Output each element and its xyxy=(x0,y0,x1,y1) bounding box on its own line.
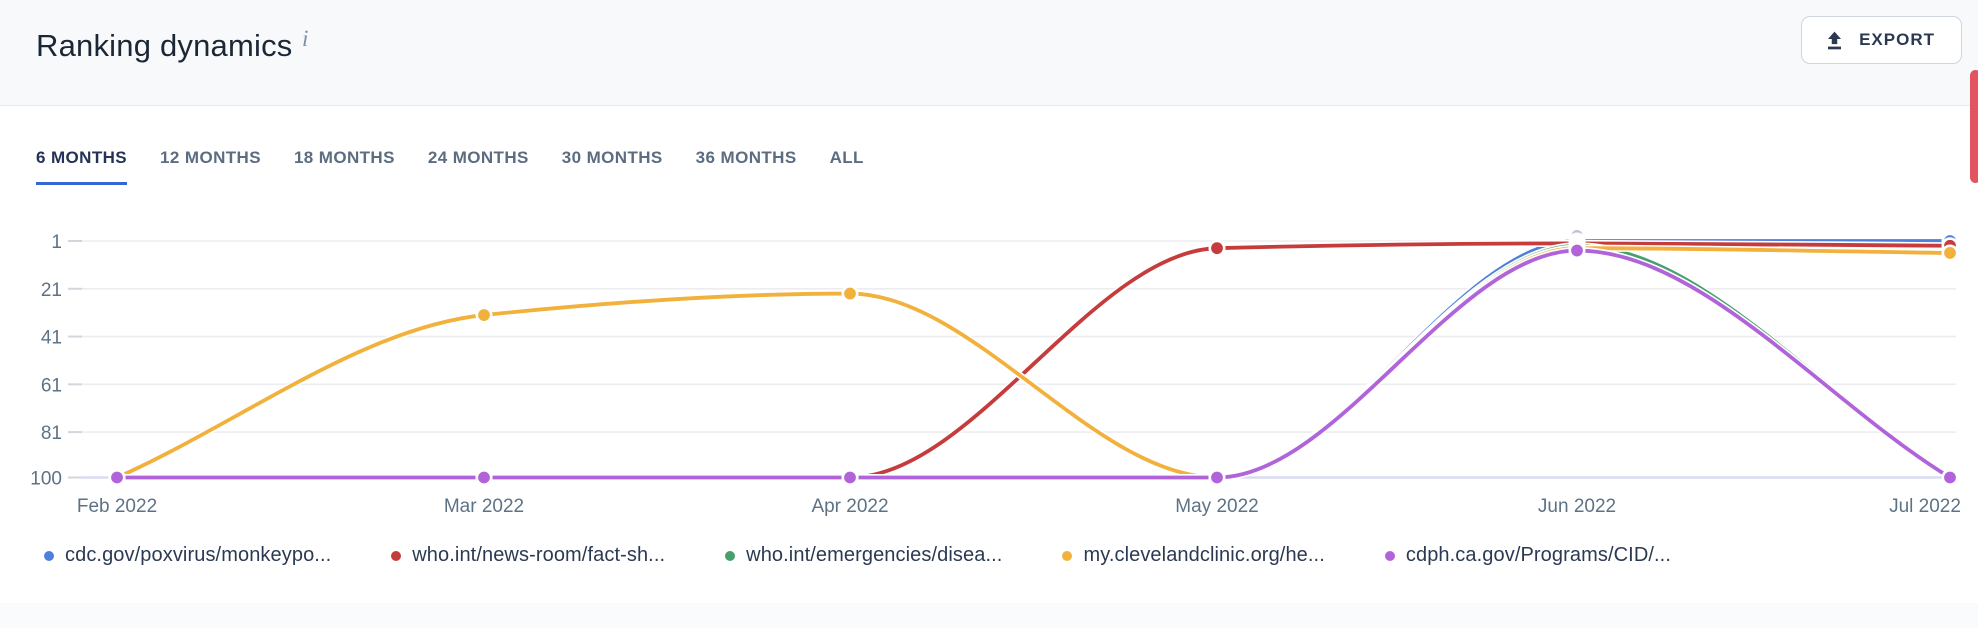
legend-dot xyxy=(1062,550,1073,561)
info-icon[interactable]: i xyxy=(302,26,309,51)
upload-arrow-icon xyxy=(1824,30,1845,51)
legend-label: who.int/emergencies/disea... xyxy=(746,544,1003,566)
period-tabs: 6 MONTHS 12 MONTHS 18 MONTHS 24 MONTHS 3… xyxy=(36,147,864,185)
legend-item[interactable]: my.clevelandclinic.org/he... xyxy=(1062,544,1325,567)
tab-36-months[interactable]: 36 MONTHS xyxy=(696,147,797,185)
export-button-label: EXPORT xyxy=(1859,30,1935,49)
tab-6-months[interactable]: 6 MONTHS xyxy=(36,147,128,185)
data-point[interactable] xyxy=(1941,244,1959,262)
tab-18-months[interactable]: 18 MONTHS xyxy=(294,147,395,185)
data-point[interactable] xyxy=(1208,239,1226,257)
x-axis-label: May 2022 xyxy=(1175,496,1258,517)
scrollbar-thumb[interactable] xyxy=(1970,70,1978,183)
tab-12-months[interactable]: 12 MONTHS xyxy=(160,147,261,185)
legend-label: my.clevelandclinic.org/he... xyxy=(1083,544,1325,566)
chart-legend: cdc.gov/poxvirus/monkeypo... who.int/new… xyxy=(44,544,1671,567)
tab-24-months[interactable]: 24 MONTHS xyxy=(428,147,529,185)
data-point[interactable] xyxy=(475,468,493,486)
legend-item[interactable]: who.int/news-room/fact-sh... xyxy=(391,544,665,567)
data-point[interactable] xyxy=(841,285,859,303)
legend-label: cdph.ca.gov/Programs/CID/... xyxy=(1405,544,1671,566)
series-line xyxy=(115,246,1952,480)
page-title: Ranking dynamics xyxy=(36,28,293,63)
data-point[interactable] xyxy=(108,468,126,486)
x-axis-label: Feb 2022 xyxy=(77,496,157,517)
data-point[interactable] xyxy=(1568,242,1586,260)
data-point[interactable] xyxy=(841,468,859,486)
legend-dot xyxy=(391,550,402,561)
tab-30-months[interactable]: 30 MONTHS xyxy=(562,147,663,185)
legend-label: who.int/news-room/fact-sh... xyxy=(412,544,666,566)
y-axis-tick-label: 61 xyxy=(41,375,62,396)
x-axis-label: Jul 2022 xyxy=(1889,496,1961,517)
y-axis-tick-label: 81 xyxy=(41,423,62,444)
card-footer-strip xyxy=(0,603,1978,628)
legend-item[interactable]: cdph.ca.gov/Programs/CID/... xyxy=(1384,544,1671,567)
card-header: Ranking dynamics i EXPORT xyxy=(0,0,1978,106)
legend-item[interactable]: who.int/emergencies/disea... xyxy=(725,544,1002,567)
legend-dot xyxy=(1384,550,1395,561)
series-line xyxy=(115,248,1952,480)
tab-all[interactable]: ALL xyxy=(830,147,864,185)
legend-item[interactable]: cdc.gov/poxvirus/monkeypo... xyxy=(44,544,331,567)
legend-label: cdc.gov/poxvirus/monkeypo... xyxy=(65,544,332,566)
x-axis-label: Mar 2022 xyxy=(444,496,524,517)
legend-dot xyxy=(725,550,736,561)
legend-dot xyxy=(44,550,54,561)
export-button[interactable]: EXPORT xyxy=(1801,16,1962,64)
data-point[interactable] xyxy=(1208,468,1226,486)
x-axis-label: Apr 2022 xyxy=(811,496,888,517)
x-axis-label: Jun 2022 xyxy=(1538,496,1616,517)
y-axis-tick-label: 1 xyxy=(51,232,62,253)
y-axis-tick-label: 21 xyxy=(41,280,62,301)
y-axis-tick-label: 41 xyxy=(41,328,62,349)
y-axis-tick-label: 100 xyxy=(30,469,62,490)
data-point[interactable] xyxy=(1941,468,1959,486)
data-point[interactable] xyxy=(475,306,493,324)
